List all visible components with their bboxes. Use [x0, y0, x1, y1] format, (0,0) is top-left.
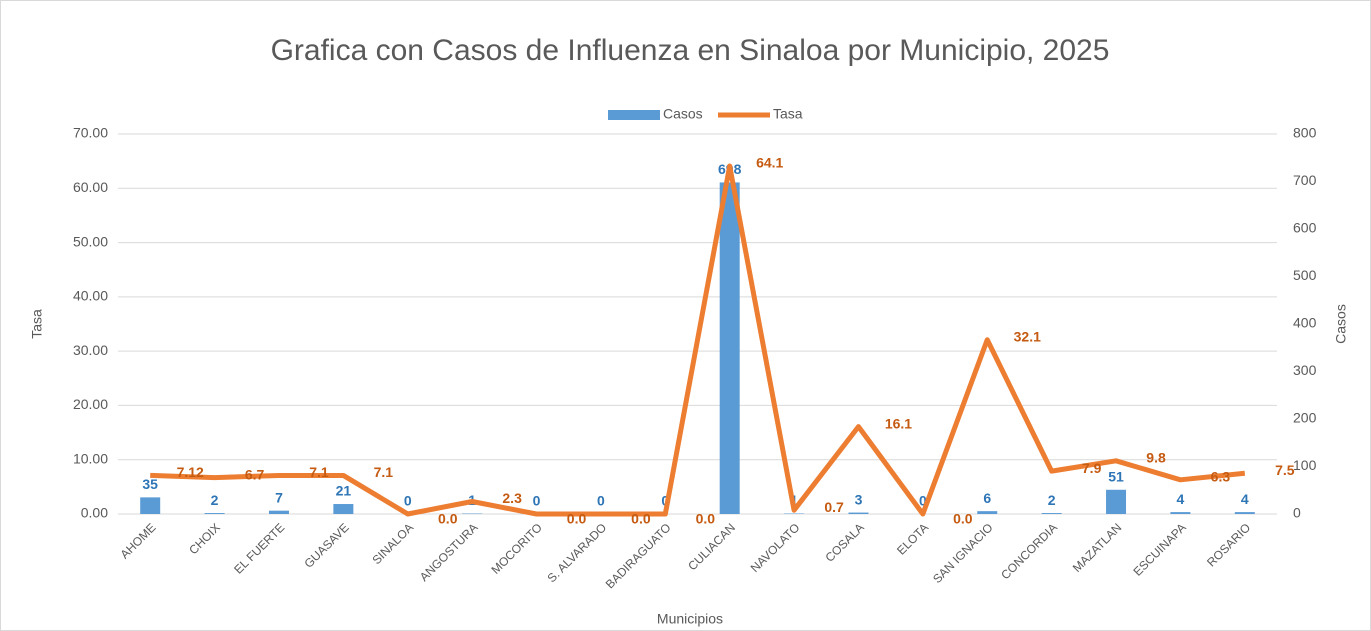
data-label: 7.1 — [374, 464, 394, 480]
y2-tick-label: 600 — [1293, 220, 1317, 236]
y-tick-label: 60.00 — [73, 179, 108, 195]
data-label: 7.9 — [1082, 460, 1102, 476]
y2-tick-label: 700 — [1293, 172, 1317, 188]
y2-tick-label: 300 — [1293, 362, 1317, 378]
data-label: 4 — [1177, 491, 1185, 507]
y2-tick-label: 0 — [1293, 505, 1301, 521]
y-tick-label: 40.00 — [73, 288, 108, 304]
y-tick-label: 10.00 — [73, 450, 108, 466]
data-label: 51 — [1108, 468, 1124, 484]
y-axis-title: Tasa — [29, 309, 45, 339]
data-label: 2 — [211, 492, 219, 508]
data-label: 35 — [142, 476, 158, 492]
x-axis-title: Municipios — [657, 611, 723, 627]
y-tick-label: 50.00 — [73, 233, 108, 249]
line — [150, 163, 1246, 517]
bar — [1041, 513, 1062, 514]
bar — [204, 513, 225, 514]
data-label: 0 — [597, 493, 605, 509]
bar — [1170, 512, 1191, 514]
bar — [848, 512, 869, 514]
bar — [140, 497, 161, 514]
y-tick-label: 30.00 — [73, 342, 108, 358]
data-label: 64.1 — [756, 155, 783, 171]
y2-tick-label: 500 — [1293, 267, 1317, 283]
data-label: 2.3 — [502, 490, 522, 506]
y2-tick-label: 100 — [1293, 457, 1317, 473]
data-label: 4 — [1241, 491, 1249, 507]
data-label: 9.8 — [1146, 450, 1166, 466]
data-label: 0.0 — [631, 511, 651, 527]
data-label: 7.5 — [1275, 462, 1295, 478]
y2-tick-label: 400 — [1293, 315, 1317, 331]
y-tick-label: 0.00 — [81, 505, 108, 521]
y2-axis-title: Casos — [1333, 304, 1349, 344]
data-label: 2 — [1048, 492, 1056, 508]
data-label: 0 — [919, 493, 927, 509]
data-label: 0.0 — [567, 511, 587, 527]
data-label: 6.7 — [245, 466, 265, 482]
y-tick-label: 70.00 — [73, 125, 108, 141]
data-label: 0.0 — [953, 511, 973, 527]
chart-title: Grafica con Casos de Influenza en Sinalo… — [271, 34, 1110, 67]
data-label: 21 — [336, 483, 352, 499]
legend-label: Casos — [663, 106, 703, 122]
data-label: 0 — [533, 493, 541, 509]
legend-label: Tasa — [773, 106, 803, 122]
data-label: 32.1 — [1014, 328, 1041, 344]
bar — [1106, 489, 1127, 514]
bar — [268, 510, 289, 514]
data-label: 3 — [855, 491, 863, 507]
bar — [977, 511, 998, 514]
bar — [719, 182, 740, 514]
y2-tick-label: 800 — [1293, 125, 1317, 141]
y2-tick-label: 200 — [1293, 410, 1317, 426]
bar — [1234, 512, 1255, 514]
data-label: 7 — [275, 489, 283, 505]
y-tick-label: 20.00 — [73, 396, 108, 412]
data-label: 6.3 — [1211, 469, 1231, 485]
legend-swatch — [608, 110, 660, 120]
data-label: 7.1 — [309, 464, 329, 480]
data-label: 0.7 — [824, 499, 844, 515]
data-label: 0 — [404, 493, 412, 509]
data-label: 6 — [983, 490, 991, 506]
data-label: 0.0 — [696, 511, 716, 527]
data-label: 0.0 — [438, 511, 458, 527]
data-label: 7.12 — [177, 464, 204, 480]
bar — [333, 504, 354, 514]
data-label: 16.1 — [885, 415, 912, 431]
